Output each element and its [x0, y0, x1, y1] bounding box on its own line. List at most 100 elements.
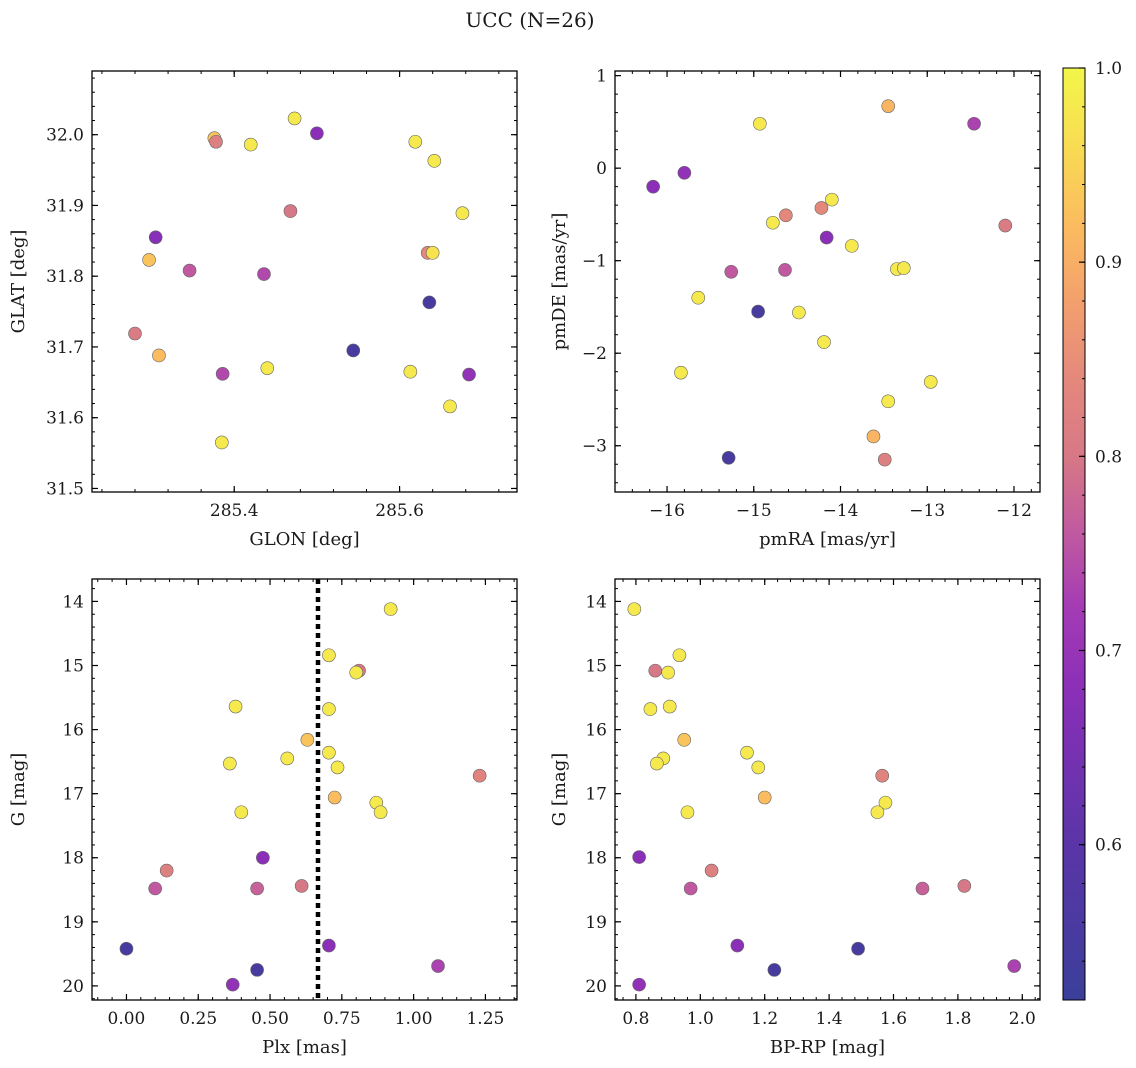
- scatter-point: [923, 375, 938, 389]
- y-tick-label: 19: [62, 913, 84, 933]
- scatter-point: [322, 702, 336, 716]
- scatter-point: [310, 126, 324, 141]
- y-tick-label: 31.6: [46, 409, 84, 429]
- scatter-point: [844, 239, 859, 253]
- scatter-point: [142, 253, 156, 267]
- scatter-point: [866, 429, 881, 444]
- scatter-point: [767, 963, 782, 977]
- x-tick-label: 0.75: [323, 1009, 361, 1029]
- scatter-point: [159, 863, 174, 878]
- y-tick-label: 15: [585, 657, 607, 677]
- x-axis-label: pmRA [mas/yr]: [759, 529, 896, 550]
- scatter-point: [674, 365, 688, 380]
- scatter-point: [632, 850, 646, 864]
- y-tick-label: 17: [585, 785, 607, 805]
- scatter-point: [148, 881, 162, 896]
- scatter-point: [683, 881, 698, 896]
- y-tick-label: 16: [62, 721, 84, 741]
- y-tick-label: 20: [62, 977, 84, 997]
- y-axis-label: GLAT [deg]: [8, 230, 29, 334]
- scatter-point: [472, 768, 487, 783]
- y-axis-label: G [mag]: [549, 753, 570, 826]
- axes-frame: [91, 70, 518, 493]
- scatter-point: [677, 733, 692, 747]
- colorbar-tick-label: 0.6: [1095, 836, 1122, 856]
- x-tick-label: 1.0: [687, 1009, 714, 1029]
- scatter-point: [234, 805, 249, 820]
- scatter-point: [753, 116, 767, 131]
- colorbar-tick-label: 1.0: [1095, 59, 1122, 79]
- y-tick-label: 14: [62, 592, 84, 612]
- y-tick-label: 32.0: [46, 126, 84, 146]
- x-tick-label: 0.00: [108, 1009, 146, 1029]
- scatter-point: [383, 602, 398, 616]
- scatter-point: [870, 805, 885, 820]
- scatter-point: [287, 111, 302, 126]
- scatter-point: [724, 264, 739, 279]
- scatter-point: [119, 941, 134, 956]
- scatter-point: [215, 435, 229, 450]
- panel-1: 285.4 285.6 31.5 31.6 31.7 31.8 31.9 32.0 GLON […: [8, 70, 518, 550]
- scatter-point: [648, 663, 663, 678]
- x-tick-label: 1.2: [751, 1009, 778, 1029]
- scatter-point: [215, 367, 230, 381]
- scatter-point: [915, 881, 930, 896]
- colorbar: 0.6 0.7 0.8 0.9 1.0: [1062, 59, 1122, 1001]
- scatter-point: [148, 230, 163, 245]
- scatter-point: [322, 938, 336, 953]
- figure-title: UCC (N=26): [465, 8, 594, 32]
- scatter-point: [300, 733, 315, 747]
- scatter-point: [632, 977, 646, 992]
- y-tick-label: 31.7: [46, 338, 84, 358]
- scatter-point: [182, 263, 197, 278]
- y-axis-label: pmDE [mas/yr]: [549, 213, 570, 351]
- scatter-point: [349, 665, 363, 680]
- scatter-point: [427, 154, 442, 168]
- y-tick-label: 31.5: [46, 479, 84, 499]
- axes-frame: [614, 70, 1041, 493]
- scatter-point: [209, 134, 223, 149]
- scatter-point: [225, 977, 240, 992]
- y-tick-label: 19: [585, 913, 607, 933]
- x-tick-label: 1.25: [466, 1009, 504, 1029]
- scatter-point: [957, 879, 972, 893]
- scatter-point: [152, 348, 166, 363]
- scatter-point: [691, 290, 706, 305]
- scatter-point: [431, 959, 445, 973]
- scatter-point: [881, 99, 896, 113]
- scatter-point: [228, 699, 243, 714]
- scatter-point: [250, 963, 264, 977]
- colorbar-tick-label: 0.8: [1095, 447, 1122, 467]
- scatter-point: [403, 364, 418, 379]
- scatter-point: [643, 702, 658, 716]
- scatter-point: [998, 218, 1013, 233]
- x-axis-label: GLON [deg]: [249, 529, 359, 550]
- scatter-point: [825, 192, 839, 207]
- y-tick-label: 14: [585, 592, 607, 612]
- scatter-point: [408, 134, 423, 149]
- x-tick-label: 1.8: [944, 1009, 971, 1029]
- x-tick-label: −15: [736, 501, 772, 521]
- x-tick-label: −13: [909, 501, 945, 521]
- scatter-point: [223, 756, 237, 771]
- scatter-point: [967, 116, 981, 131]
- y-tick-label: 31.9: [46, 196, 84, 216]
- y-tick-label: 18: [62, 849, 84, 869]
- x-tick-label: 2.0: [1009, 1009, 1036, 1029]
- scatter-point: [672, 648, 687, 663]
- scatter-point: [283, 204, 298, 218]
- scatter-point: [646, 179, 660, 194]
- scatter-point: [455, 206, 470, 221]
- scatter-point: [792, 305, 806, 320]
- y-tick-label: 1: [596, 67, 607, 87]
- colorbar-tick-label: 0.7: [1095, 642, 1122, 662]
- scatter-point: [260, 361, 275, 375]
- scatter-point: [373, 805, 388, 820]
- colorbar-tick-label: 0.9: [1095, 253, 1122, 273]
- scatter-point: [778, 263, 792, 277]
- scatter-point: [730, 938, 745, 953]
- panel-2: −16 −15 −14 −13 −12 −3 −2 −1 0 1 pmRA [mas/yr] pmDE…: [549, 67, 1041, 550]
- scatter-point: [280, 751, 295, 766]
- y-tick-label: 15: [62, 657, 84, 677]
